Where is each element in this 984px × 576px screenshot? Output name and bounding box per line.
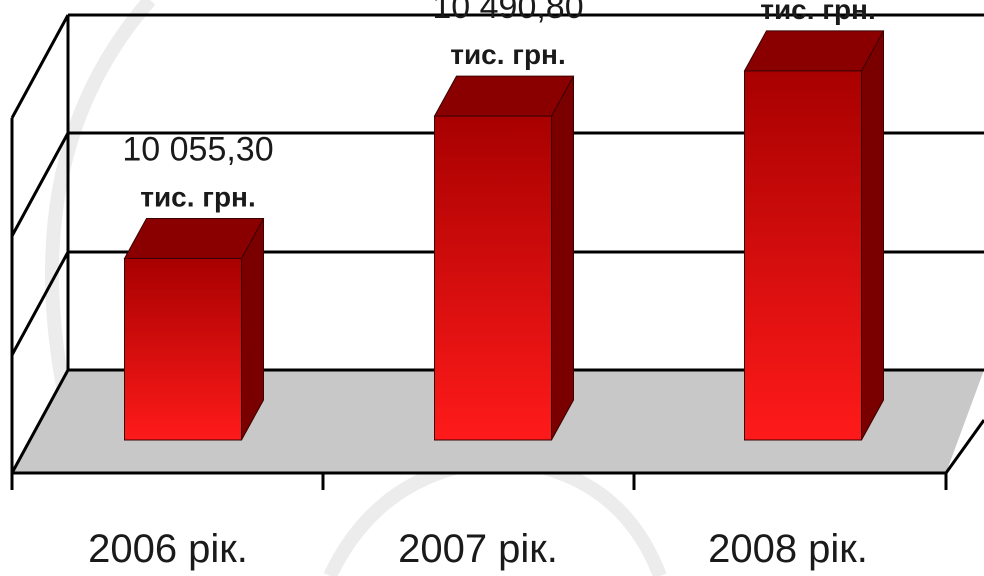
data-label-unit: тис. грн. (140, 181, 256, 212)
data-label-unit: тис. грн. (450, 39, 566, 70)
data-label-unit: тис. грн. (760, 0, 876, 25)
bar-2 (433, 75, 575, 441)
category-label: 2008 рік. (708, 527, 868, 571)
bar-top-face (743, 30, 885, 72)
x-axis (10, 419, 984, 490)
bar-front-face (744, 70, 862, 441)
data-label-value: 10 055,30 (122, 130, 273, 168)
category-labels: 2006 рік. 2007 рік. 2008 рік. (88, 527, 868, 571)
bar-side-face (861, 30, 884, 441)
data-label-value: 10 490,80 (432, 0, 583, 26)
bar-3 (743, 30, 885, 441)
bar-front-face (434, 115, 552, 441)
bar-1 (123, 217, 265, 441)
category-label: 2007 рік. (398, 527, 558, 571)
bar-top-face (433, 75, 575, 117)
bars (123, 30, 885, 441)
bar-front-face (124, 257, 242, 441)
bar-side-face (551, 75, 574, 441)
bar-top-face (123, 217, 265, 259)
category-label: 2006 рік. (88, 527, 248, 571)
